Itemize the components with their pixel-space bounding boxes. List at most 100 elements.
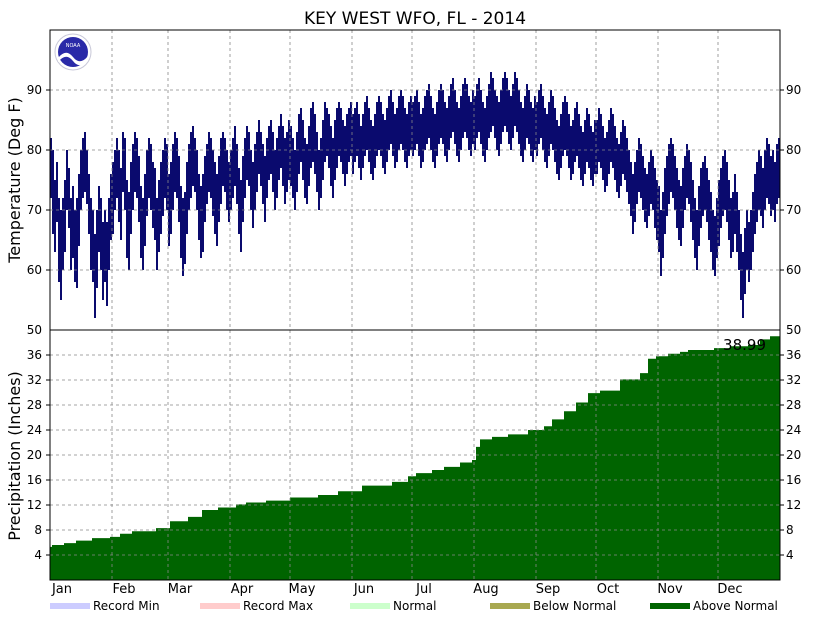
temperature-bar — [708, 180, 710, 240]
temperature-bar — [558, 126, 560, 180]
temperature-bar — [208, 132, 210, 192]
temperature-bar — [662, 192, 664, 258]
temperature-bar — [192, 126, 194, 186]
temperature-axis-label: Temperature (Deg F) — [5, 97, 24, 264]
temperature-bar — [244, 138, 246, 198]
temperature-bar — [624, 126, 626, 180]
temperature-bar — [168, 174, 170, 246]
temperature-bar — [442, 90, 444, 144]
temperature-bar — [240, 180, 242, 252]
temperature-bar — [216, 174, 218, 246]
temperature-bar — [416, 90, 418, 144]
temperature-bar — [238, 168, 240, 234]
temperature-bar — [138, 156, 140, 222]
temperature-bar — [752, 192, 754, 252]
temperature-bar — [550, 90, 552, 144]
temperature-bar — [358, 114, 360, 168]
temperature-bar — [652, 156, 654, 210]
temperature-bar — [186, 162, 188, 234]
temperature-bar — [310, 108, 312, 168]
temperature-bar — [336, 108, 338, 168]
legend-swatch — [50, 602, 90, 609]
temperature-bar — [152, 162, 154, 228]
temperature-bar — [658, 186, 660, 252]
temperature-bar — [562, 102, 564, 156]
temperature-bar — [400, 90, 402, 144]
temperature-bar — [510, 96, 512, 150]
month-label: Jun — [353, 582, 374, 597]
temperature-bar — [278, 126, 280, 180]
temperature-bar — [366, 96, 368, 150]
temperature-bar — [128, 192, 130, 270]
temperature-bar — [568, 114, 570, 168]
temperature-bar — [666, 156, 668, 216]
temperature-bar — [324, 102, 326, 162]
month-label: Nov — [657, 582, 683, 597]
temperature-bar — [308, 126, 310, 186]
temperature-bar — [312, 102, 314, 162]
temperature-bar — [348, 108, 350, 162]
temperature-bar — [282, 126, 284, 186]
temperature-bar — [266, 138, 268, 198]
noaa-logo: NOAA — [54, 33, 92, 71]
legend-item-below-normal: Below Normal — [490, 598, 616, 614]
temperature-bar — [68, 168, 70, 228]
temperature-bar — [494, 90, 496, 138]
temperature-bar — [674, 156, 676, 210]
temperature-bar — [222, 132, 224, 186]
temperature-bar — [112, 162, 114, 234]
temperature-bar — [66, 150, 68, 210]
temperature-bar — [588, 114, 590, 168]
temperature-bar — [670, 138, 672, 192]
temperature-bar — [696, 210, 698, 270]
temperature-bar — [100, 198, 102, 270]
temperature-bar — [634, 162, 636, 222]
month-label: Mar — [168, 582, 193, 597]
temperature-bar — [460, 96, 462, 150]
temperature-bar — [702, 162, 704, 216]
temperature-tick-right: 70 — [786, 203, 801, 217]
temperature-bar — [724, 150, 726, 210]
precipitation-tick-right: 28 — [786, 398, 801, 412]
temperature-bar — [578, 114, 580, 168]
temperature-bar — [148, 138, 150, 198]
temperature-bar — [572, 120, 574, 174]
temperature-bar — [288, 120, 290, 180]
temperature-bar — [198, 174, 200, 240]
temperature-bar — [474, 96, 476, 150]
legend-item-record-min: Record Min — [50, 598, 160, 614]
temperature-bar — [346, 114, 348, 174]
temperature-bar — [274, 150, 276, 210]
temperature-bar — [746, 210, 748, 270]
temperature-bar — [374, 114, 376, 168]
temperature-bar — [350, 102, 352, 156]
temperature-bar — [94, 234, 96, 318]
temperature-tick-left: 50 — [27, 323, 42, 337]
temperature-bar — [644, 168, 646, 222]
temperature-bar — [124, 138, 126, 210]
temperature-bar — [424, 96, 426, 150]
temperature-bar — [412, 102, 414, 156]
temperature-bar — [130, 162, 132, 234]
temperature-bar — [690, 162, 692, 222]
temperature-bar — [386, 108, 388, 162]
temperature-bar — [744, 228, 746, 294]
temperature-bar — [298, 114, 300, 174]
temperature-bar — [72, 186, 74, 258]
temperature-bar — [566, 102, 568, 156]
temperature-bar — [354, 108, 356, 162]
legend-swatch — [490, 602, 530, 609]
temperature-bar — [234, 126, 236, 186]
temperature-bar — [526, 84, 528, 138]
temperature-bar — [126, 180, 128, 258]
temperature-bar — [576, 102, 578, 156]
temperature-bar — [518, 90, 520, 144]
temperature-bar — [340, 108, 342, 162]
temperature-bar — [492, 78, 494, 126]
legend-item-normal: Normal — [350, 598, 436, 614]
temperature-bar — [58, 198, 60, 282]
temperature-bar — [270, 120, 272, 174]
temperature-bar — [328, 114, 330, 168]
temperature-bar — [284, 138, 286, 204]
temperature-bar — [406, 114, 408, 168]
